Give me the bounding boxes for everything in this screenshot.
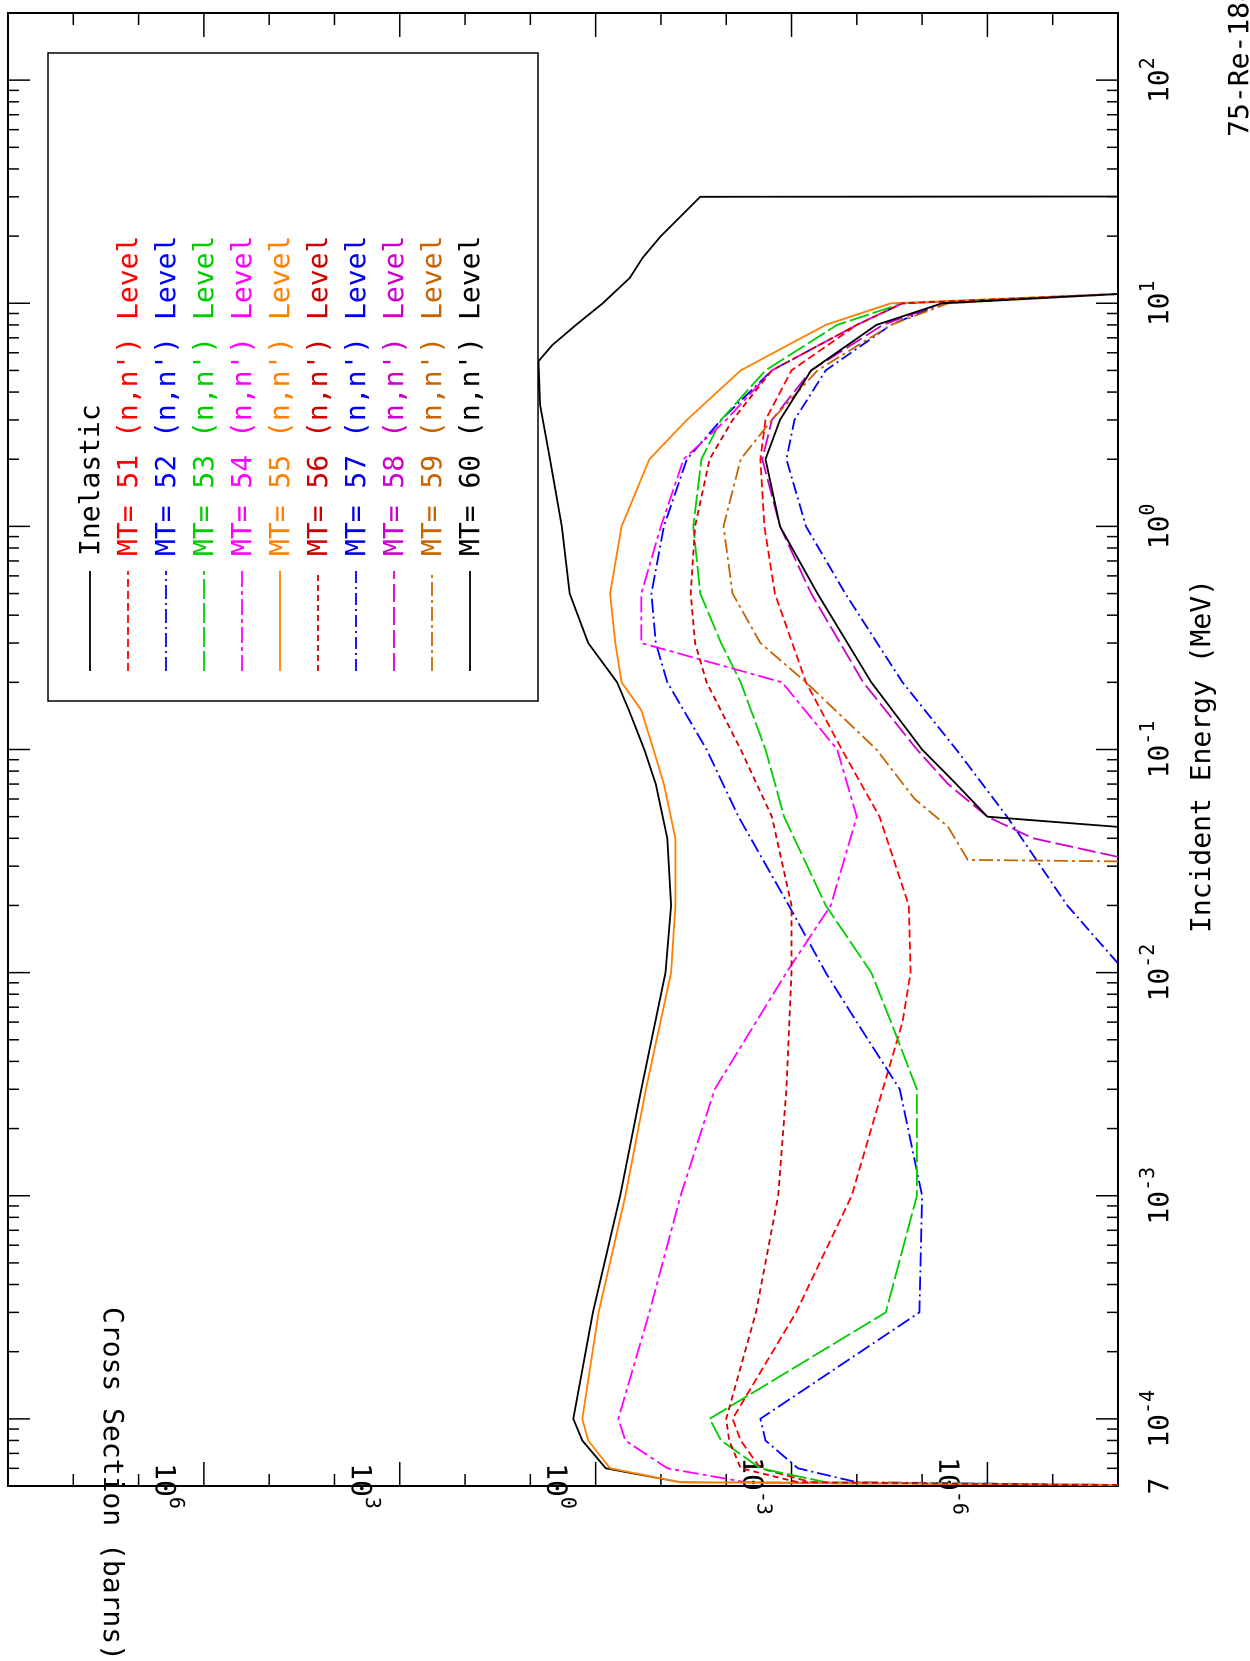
legend-label: MT= 55 (n,n') Level — [263, 236, 296, 556]
series-line-60 — [764, 293, 1118, 828]
series-line-52 — [650, 293, 1118, 1486]
series-line-59 — [722, 293, 1118, 863]
x-axis-label: Incident Energy (MeV) — [1184, 579, 1217, 933]
x-tick-label: 10-1 — [1135, 721, 1175, 779]
legend-label: MT= 53 (n,n') Level — [187, 236, 220, 556]
y-axis-label: Cross Section (barns) — [97, 1307, 130, 1661]
legend-label: MT= 52 (n,n') Level — [149, 236, 182, 556]
legend-label: MT= 57 (n,n') Level — [339, 236, 372, 556]
legend-label: MT= 56 (n,n') Level — [301, 236, 334, 556]
y-tick-label: 106 — [149, 1463, 189, 1509]
x-axis-edge-label: 7 — [1142, 1478, 1175, 1495]
y-tick-label-group: 100 — [541, 1463, 581, 1509]
series-line-57 — [785, 293, 1118, 964]
legend-label: MT= 58 (n,n') Level — [377, 236, 410, 556]
series-line-55 — [581, 293, 1118, 1486]
series-line-51 — [731, 293, 1118, 1486]
legend-label: Inelastic — [73, 404, 106, 556]
x-tick-label: 10-2 — [1135, 944, 1175, 1002]
y-tick-label: 10-6 — [932, 1457, 972, 1515]
x-tick-label: 101 — [1135, 280, 1175, 326]
series-curves — [537, 195, 1118, 1486]
series-line-inelastic — [537, 195, 1118, 1486]
y-tick-label-group: 106 — [149, 1463, 189, 1509]
series-line-53 — [692, 293, 1118, 1486]
series-line-54 — [617, 293, 1118, 1486]
chart-title: 75-Re-188 — [1222, 0, 1250, 137]
legend-label: MT= 59 (n,n') Level — [415, 236, 448, 556]
legend-label: MT= 60 (n,n') Level — [453, 236, 486, 556]
y-axis-title-group: Cross Section (barns) — [97, 1307, 130, 1661]
series-line-58 — [761, 293, 1118, 858]
x-tick-label: 100 — [1135, 504, 1175, 550]
legend-label: MT= 51 (n,n') Level — [111, 236, 144, 556]
y-tick-label: 103 — [345, 1463, 385, 1509]
series-line-56 — [689, 293, 1118, 1486]
y-tick-label: 100 — [541, 1463, 581, 1509]
rotated-plot-area: 10-4 10-3 10-2 10-1 100 101 102 10-6 10-3 100 103… — [7, 0, 1250, 1661]
y-tick-label-group: 103 — [345, 1463, 385, 1509]
x-tick-label: 102 — [1135, 57, 1175, 103]
legend-label: MT= 54 (n,n') Level — [225, 236, 258, 556]
x-tick-label: 10-3 — [1135, 1167, 1175, 1225]
y-tick-label-group: 10-6 — [932, 1457, 972, 1515]
x-tick-label: 10-4 — [1135, 1390, 1175, 1448]
legend-box — [47, 52, 539, 702]
x-axis-ticks: 10-4 10-3 10-2 10-1 100 101 102 — [8, 12, 1175, 1487]
